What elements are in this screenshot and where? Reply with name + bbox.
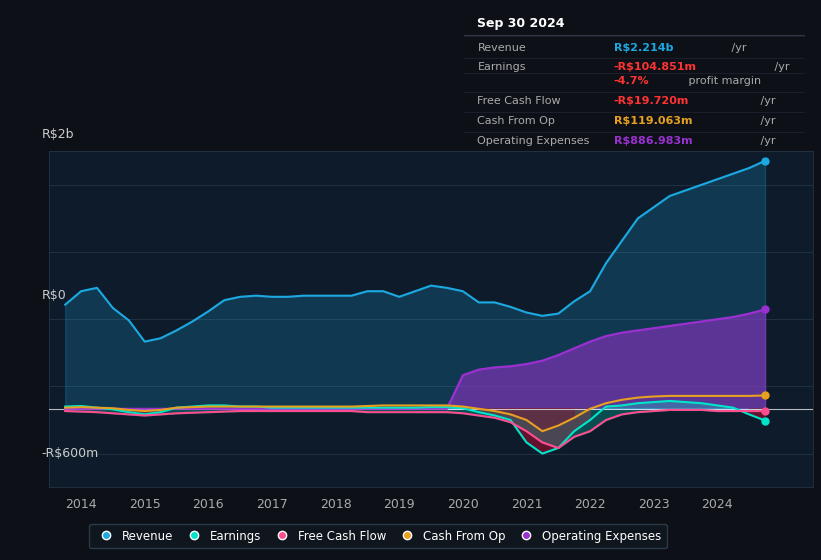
Text: Revenue: Revenue (478, 43, 526, 53)
Text: /yr: /yr (757, 137, 775, 146)
Text: /yr: /yr (757, 116, 775, 127)
Text: Sep 30 2024: Sep 30 2024 (478, 17, 565, 30)
Text: /yr: /yr (728, 43, 747, 53)
Text: R$2b: R$2b (42, 128, 74, 141)
Text: -R$600m: -R$600m (42, 447, 99, 460)
Text: -R$104.851m: -R$104.851m (614, 62, 697, 72)
Text: /yr: /yr (771, 62, 790, 72)
Text: Operating Expenses: Operating Expenses (478, 137, 589, 146)
Text: -R$19.720m: -R$19.720m (614, 96, 689, 106)
Text: Earnings: Earnings (478, 62, 526, 72)
Text: R$2.214b: R$2.214b (614, 43, 673, 53)
Text: -4.7%: -4.7% (614, 76, 649, 86)
Text: profit margin: profit margin (686, 76, 761, 86)
Legend: Revenue, Earnings, Free Cash Flow, Cash From Op, Operating Expenses: Revenue, Earnings, Free Cash Flow, Cash … (89, 524, 667, 548)
Text: R$886.983m: R$886.983m (614, 137, 692, 146)
Text: R$119.063m: R$119.063m (614, 116, 692, 127)
Text: Free Cash Flow: Free Cash Flow (478, 96, 561, 106)
Text: /yr: /yr (757, 96, 775, 106)
Text: Cash From Op: Cash From Op (478, 116, 555, 127)
Text: R$0: R$0 (42, 288, 67, 301)
